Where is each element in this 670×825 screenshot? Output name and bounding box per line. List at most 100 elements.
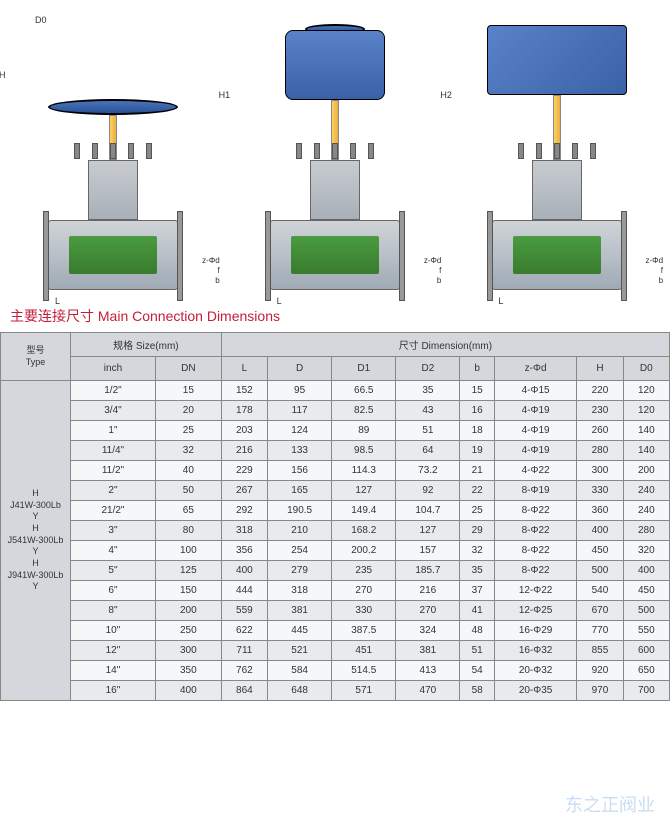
table-cell: 150 <box>155 581 221 601</box>
table-cell: 190.5 <box>268 501 332 521</box>
table-cell: 25 <box>155 421 221 441</box>
table-cell: 12-Φ25 <box>494 601 576 621</box>
flange-left-icon <box>43 211 49 301</box>
table-cell: 117 <box>268 401 332 421</box>
valve-bonnet <box>532 160 582 220</box>
table-cell: 21/2" <box>71 501 156 521</box>
table-cell: 8-Φ19 <box>494 481 576 501</box>
table-cell: 8-Φ22 <box>494 561 576 581</box>
table-cell: 320 <box>623 541 669 561</box>
flange-right-icon <box>621 211 627 301</box>
table-cell: 318 <box>221 521 267 541</box>
table-cell: 51 <box>460 641 494 661</box>
table-cell: 58 <box>460 681 494 701</box>
table-cell: 1/2" <box>71 381 156 401</box>
table-cell: 650 <box>623 661 669 681</box>
table-cell: 855 <box>577 641 623 661</box>
table-cell: 65 <box>155 501 221 521</box>
table-cell: 400 <box>221 561 267 581</box>
table-row: 21/2"65292190.5149.4104.7258-Φ22360240 <box>1 501 670 521</box>
bolts-icon <box>74 143 152 159</box>
table-cell: 41 <box>460 601 494 621</box>
table-cell: 250 <box>155 621 221 641</box>
col-header: L <box>221 357 267 381</box>
col-header: D <box>268 357 332 381</box>
table-cell: 203 <box>221 421 267 441</box>
valve-seat-icon <box>513 236 601 274</box>
valve-seat-icon <box>69 236 157 274</box>
table-cell: 149.4 <box>332 501 396 521</box>
table-row: 14"350762584514.54135420-Φ32920650 <box>1 661 670 681</box>
table-cell: 168.2 <box>332 521 396 541</box>
table-title: 主要连接尺寸 Main Connection Dimensions <box>0 300 670 332</box>
table-cell: 600 <box>623 641 669 661</box>
table-cell: 11/4" <box>71 441 156 461</box>
table-cell: 8" <box>71 601 156 621</box>
table-cell: 40 <box>155 461 221 481</box>
table-row: 6"1504443182702163712-Φ22540450 <box>1 581 670 601</box>
type-cell: H J41W-300Lb Y H J541W-300Lb Y H J941W-3… <box>1 381 71 701</box>
table-cell: 16" <box>71 681 156 701</box>
table-cell: 185.7 <box>396 561 460 581</box>
table-row: 11/2"40229156114.373.2214-Φ22300200 <box>1 461 670 481</box>
table-cell: 29 <box>460 521 494 541</box>
table-cell: 37 <box>460 581 494 601</box>
table-row: 11/4"3221613398.564194-Φ19280140 <box>1 441 670 461</box>
table-cell: 4-Φ22 <box>494 461 576 481</box>
table-cell: 300 <box>155 641 221 661</box>
table-cell: 73.2 <box>396 461 460 481</box>
table-cell: 4-Φ15 <box>494 381 576 401</box>
table-cell: 127 <box>396 521 460 541</box>
table-cell: 8-Φ22 <box>494 521 576 541</box>
table-cell: 470 <box>396 681 460 701</box>
watermark-text: 东之正阀业 <box>565 791 655 817</box>
valve-diagram-gear: H1 L z-Φd f b <box>227 10 444 290</box>
table-cell: 670 <box>577 601 623 621</box>
table-cell: 114.3 <box>332 461 396 481</box>
table-cell: 200.2 <box>332 541 396 561</box>
valve-diagram-electric: H2 L z-Φd f b <box>448 10 665 290</box>
dim-label-L: L <box>277 296 282 306</box>
table-cell: 22 <box>460 481 494 501</box>
table-cell: 330 <box>332 601 396 621</box>
table-cell: 400 <box>623 561 669 581</box>
dim-group-right: z-Φd f b <box>202 256 220 285</box>
table-cell: 584 <box>268 661 332 681</box>
flange-left-icon <box>487 211 493 301</box>
table-cell: 220 <box>577 381 623 401</box>
table-cell: 400 <box>577 521 623 541</box>
col-header: D0 <box>623 357 669 381</box>
table-cell: 4" <box>71 541 156 561</box>
table-cell: 970 <box>577 681 623 701</box>
table-cell: 165 <box>268 481 332 501</box>
table-cell: 48 <box>460 621 494 641</box>
table-cell: 571 <box>332 681 396 701</box>
table-cell: 127 <box>332 481 396 501</box>
table-row: 1"252031248951184-Φ19260140 <box>1 421 670 441</box>
table-cell: 356 <box>221 541 267 561</box>
table-cell: 240 <box>623 481 669 501</box>
table-cell: 267 <box>221 481 267 501</box>
table-cell: 15 <box>460 381 494 401</box>
table-cell: 6" <box>71 581 156 601</box>
table-row: 2"5026716512792228-Φ19330240 <box>1 481 670 501</box>
table-cell: 330 <box>577 481 623 501</box>
table-cell: 15 <box>155 381 221 401</box>
col-header: H <box>577 357 623 381</box>
table-cell: 14" <box>71 661 156 681</box>
dim-group-right: z-Φd f b <box>424 256 442 285</box>
table-cell: 413 <box>396 661 460 681</box>
table-cell: 89 <box>332 421 396 441</box>
table-cell: 381 <box>268 601 332 621</box>
table-cell: 254 <box>268 541 332 561</box>
table-cell: 1" <box>71 421 156 441</box>
table-cell: 451 <box>332 641 396 661</box>
bolts-icon <box>518 143 596 159</box>
table-cell: 92 <box>396 481 460 501</box>
table-cell: 3" <box>71 521 156 541</box>
bolts-icon <box>296 143 374 159</box>
table-cell: 12-Φ22 <box>494 581 576 601</box>
table-cell: 20-Φ35 <box>494 681 576 701</box>
table-cell: 260 <box>577 421 623 441</box>
table-cell: 43 <box>396 401 460 421</box>
